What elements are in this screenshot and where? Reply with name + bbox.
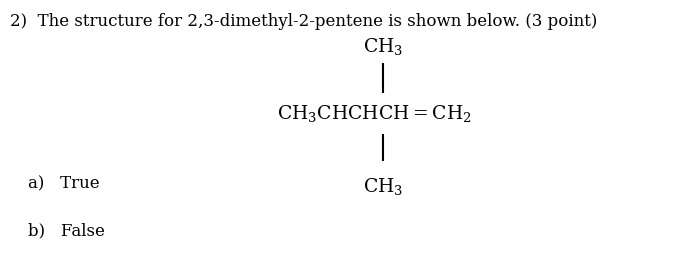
Text: $\mathdefault{CH_3}$: $\mathdefault{CH_3}$: [363, 176, 404, 197]
Text: 2)  The structure for 2,3-dimethyl-2-pentene is shown below. (3 point): 2) The structure for 2,3-dimethyl-2-pent…: [10, 13, 598, 30]
Text: b)   False: b) False: [28, 222, 105, 239]
Text: $\mathdefault{CH_3}$: $\mathdefault{CH_3}$: [363, 36, 404, 57]
Text: a)   True: a) True: [28, 176, 99, 193]
Text: $\mathdefault{CH_3CHCHCH{=}CH_2}$: $\mathdefault{CH_3CHCHCH{=}CH_2}$: [277, 103, 472, 124]
